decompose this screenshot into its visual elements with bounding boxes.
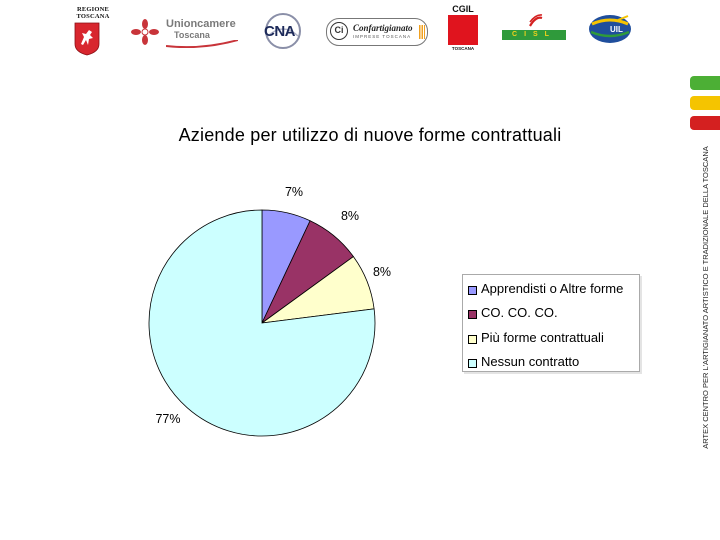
legend-label-nessun-contratto: Nessun contratto — [481, 354, 580, 369]
data-label-apprendisti: 7% — [285, 185, 303, 199]
confartigianato-text: Confartigianato — [353, 23, 413, 33]
regione-toscana-line1: REGIONE — [76, 6, 110, 13]
uil-logo: UIL — [586, 12, 642, 46]
confartigianato-logo: Ci Confartigianato IMPRESE TOSCANA — [326, 18, 428, 46]
uil-text: UIL — [610, 25, 623, 34]
cisl-text: CISL — [512, 31, 556, 38]
data-label-nessun-contratto: 77% — [155, 412, 180, 426]
regione-toscana-line2: TOSCANA — [76, 13, 110, 20]
regione-toscana-logo: REGIONE TOSCANA — [74, 6, 112, 64]
unioncamere-logo: Unioncamere Toscana — [130, 16, 240, 48]
uil-globe-icon — [589, 15, 631, 43]
legend-swatch-cococo — [468, 310, 477, 319]
cna-logo: CNA — [262, 12, 304, 50]
legend-swatch-piu-forme — [468, 335, 477, 344]
logo-bar: REGIONE TOSCANA Unioncamere Toscana CN — [0, 0, 680, 66]
confartigianato-subtitle: IMPRESE TOSCANA — [353, 34, 412, 39]
accent-bar-red — [690, 116, 720, 130]
cgil-title: CGIL — [452, 4, 474, 14]
legend-label-cococo: CO. CO. CO. — [481, 305, 558, 320]
legend-swatch-nessun-contratto — [468, 359, 477, 368]
unioncamere-flower-icon — [131, 19, 159, 45]
confartigianato-bars-icon — [419, 25, 425, 39]
pegasus-shield-icon — [74, 22, 100, 56]
cgil-logo: CGIL TOSCANA — [446, 4, 480, 52]
pie-slice-nessun-contratto — [148, 209, 376, 437]
legend-label-piu-forme: Più forme contrattuali — [481, 330, 604, 345]
unioncamere-swoosh-icon — [166, 40, 238, 48]
cisl-arrows-icon — [529, 14, 543, 27]
legend-label-apprendisti: Apprendisti o Altre forme — [481, 281, 624, 296]
unioncamere-title: Unioncamere — [166, 18, 236, 30]
color-bar-accents — [690, 76, 720, 136]
accent-bar-green — [690, 76, 720, 90]
cisl-green-bar — [502, 30, 566, 40]
chart-title: Aziende per utilizzo di nuove forme cont… — [178, 125, 562, 145]
cisl-logo: CISL — [502, 14, 568, 42]
data-label-cococo: 8% — [341, 209, 359, 223]
confartigianato-mark-icon: Ci — [330, 22, 348, 40]
data-label-piu-forme: 8% — [373, 265, 391, 279]
cgil-subtitle: TOSCANA — [451, 46, 475, 51]
cgil-red-block — [448, 15, 478, 45]
legend-swatch-apprendisti — [468, 286, 477, 295]
unioncamere-subtitle: Toscana — [174, 30, 210, 40]
cna-ring-icon — [265, 13, 301, 49]
chart-legend: Apprendisti o Altre forme CO. CO. CO. Pi… — [462, 274, 640, 372]
accent-bar-yellow — [690, 96, 720, 110]
cna-text: CNA — [264, 23, 296, 40]
